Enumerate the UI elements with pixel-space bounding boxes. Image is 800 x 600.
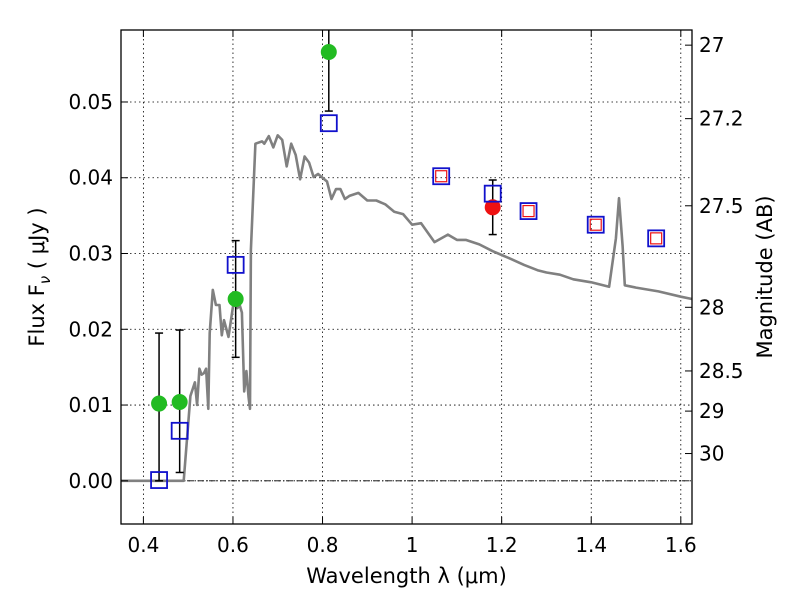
red-square-marker	[522, 204, 535, 218]
magnitude-tick-label: 28	[699, 295, 724, 319]
x-tick-label: 1.4	[575, 533, 607, 557]
x-tick-label: 1	[406, 533, 419, 557]
data-point-circle	[171, 394, 188, 411]
y-axis-label-suffix: ( μJy )	[25, 207, 49, 275]
y-axis-label-subscript: ν	[36, 276, 54, 284]
model-square-marker	[519, 202, 538, 220]
x-axis-label: Wavelength λ (μm)	[306, 564, 507, 588]
data-point-circle	[151, 395, 168, 412]
data-point-circle	[320, 43, 337, 60]
model-square-marker	[586, 215, 605, 234]
axis-ticks: 0.4 0.6 0.8 1 1.2 1.4 1.6 0.00 0.01 0.02 0.03 0.04 0…	[68, 30, 744, 557]
y-tick-label: 0.01	[68, 393, 113, 417]
y-axis-label: Flux Fν ( μJy )	[25, 207, 54, 346]
secondary-y-axis-label: Magnitude (AB)	[753, 195, 777, 358]
x-tick-label: 1.2	[486, 533, 518, 557]
x-tick-label: 1.6	[665, 533, 697, 557]
magnitude-tick-label: 28.5	[699, 359, 744, 383]
y-tick-label: 0.02	[68, 317, 113, 341]
plot-frame	[120, 29, 693, 525]
y-tick-label: 0.05	[68, 90, 113, 114]
y-tick-label: 0.00	[68, 469, 113, 493]
data-point-circle	[484, 199, 501, 216]
model-square-marker	[432, 167, 451, 186]
y-tick-label: 0.03	[68, 242, 113, 266]
model-square-marker	[319, 114, 338, 133]
y-axis-label-prefix: Flux F	[25, 284, 49, 346]
model-square-marker	[170, 421, 189, 440]
data-point-circle	[227, 290, 244, 307]
x-tick-label: 0.4	[127, 533, 159, 557]
magnitude-tick-label: 27.2	[699, 107, 744, 131]
model-square-marker	[483, 184, 502, 203]
model-square-marker	[150, 471, 168, 489]
magnitude-tick-label: 29	[699, 399, 724, 423]
magnitude-tick-label: 30	[699, 442, 724, 466]
grid-layer	[121, 30, 692, 524]
red-square-marker	[589, 218, 602, 231]
magnitude-tick-label: 27.5	[699, 194, 744, 218]
x-tick-label: 0.6	[217, 533, 249, 557]
magnitude-tick-label: 27	[699, 33, 724, 57]
x-tick-label: 0.8	[307, 533, 339, 557]
model-square-marker	[226, 255, 245, 274]
model-square-marker	[647, 229, 666, 248]
y-tick-label: 0.04	[68, 166, 113, 190]
red-square-marker	[435, 170, 448, 183]
red-square-marker	[650, 232, 663, 245]
data-points	[150, 30, 666, 489]
sed-model-curve	[121, 134, 693, 483]
